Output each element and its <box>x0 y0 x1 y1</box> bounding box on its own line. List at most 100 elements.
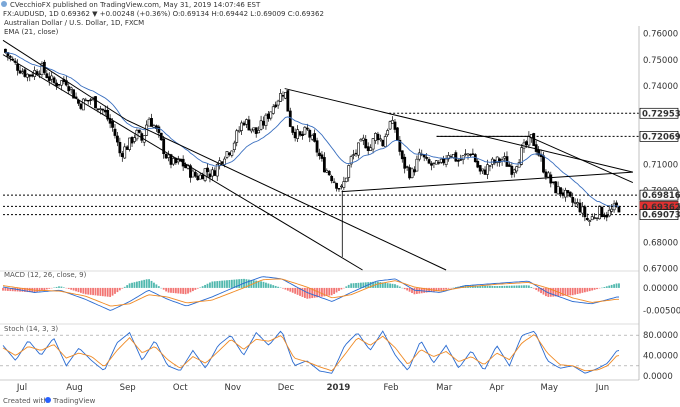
level-label: 0.72953 <box>642 109 680 119</box>
macd-histogram-bar <box>377 281 379 288</box>
macd-histogram-bar <box>187 287 189 294</box>
macd-histogram-bar <box>60 286 63 288</box>
macd-histogram-bar <box>474 285 477 288</box>
candle-body <box>45 73 49 78</box>
candle-body <box>254 127 258 134</box>
candle-body <box>262 120 265 126</box>
candle-body <box>598 205 601 220</box>
footer-created-with: Created with <box>3 397 48 405</box>
macd-histogram-bar <box>520 285 523 288</box>
macd-histogram-bar <box>230 279 233 288</box>
candle-body <box>120 153 124 157</box>
macd-histogram-bar <box>26 287 29 293</box>
macd-histogram-bar <box>364 282 367 288</box>
macd-histogram-bar <box>394 284 396 288</box>
macd-histogram-bar <box>265 282 267 288</box>
macd-histogram-bar <box>428 287 430 293</box>
macd-histogram-bar <box>55 286 58 288</box>
macd-histogram-bar <box>118 287 121 291</box>
macd-histogram-bar <box>398 286 401 288</box>
macd-histogram-bar <box>277 286 280 288</box>
macd-histogram-bar <box>196 287 199 289</box>
candle-body <box>503 156 506 159</box>
macd-histogram-bar <box>579 287 581 294</box>
candle-body <box>164 153 168 159</box>
candle-body <box>162 138 166 155</box>
macd-histogram-bar <box>87 287 90 295</box>
time-tick-label: May <box>540 383 558 393</box>
candle-body <box>240 122 243 131</box>
candle-body <box>583 206 587 218</box>
macd-histogram-bar <box>286 287 289 291</box>
candle-body <box>18 70 22 74</box>
level-tag <box>639 189 679 201</box>
candle-body <box>203 168 207 181</box>
candle-body <box>612 203 616 211</box>
candle-body <box>617 206 621 213</box>
macd-histogram-bar <box>408 287 411 292</box>
macd-histogram-bar <box>564 287 567 296</box>
macd-histogram-bar <box>153 282 155 288</box>
macd-histogram-bar <box>41 287 43 291</box>
macd-histogram-bar <box>218 280 221 288</box>
candle-body <box>274 104 278 108</box>
candle-body <box>578 202 582 213</box>
candle-body <box>308 129 312 138</box>
macd-histogram-bar <box>535 287 538 291</box>
macd-histogram-bar <box>6 287 9 291</box>
candle-body <box>439 158 443 163</box>
candle-body <box>152 125 156 128</box>
candle-body <box>471 153 475 155</box>
macd-histogram-bar <box>245 279 248 288</box>
macd-histogram-bar <box>282 287 284 289</box>
candle-body <box>413 169 416 173</box>
macd-histogram-bar <box>330 287 333 296</box>
candle-body <box>215 164 219 177</box>
macd-histogram-bar <box>114 287 116 294</box>
macd-histogram-bar <box>481 285 484 288</box>
candle-body <box>500 159 504 162</box>
macd-histogram-bar <box>11 287 14 292</box>
macd-histogram-bar <box>569 287 572 296</box>
macd-histogram-bar <box>476 285 479 288</box>
candle-body <box>30 74 34 77</box>
time-tick-label: Feb <box>383 383 398 393</box>
candle-body <box>388 121 392 130</box>
candle-body <box>425 157 429 159</box>
macd-histogram-bar <box>525 285 528 288</box>
candle-body <box>347 165 351 178</box>
macd-histogram-bar <box>9 287 12 292</box>
candle-body <box>52 77 56 83</box>
stoch-tick-label: 40.0000 <box>643 352 678 362</box>
macd-histogram-bar <box>291 287 294 293</box>
macd-histogram-bar <box>503 285 506 288</box>
macd-histogram-bar <box>128 283 131 288</box>
macd-histogram-bar <box>411 287 413 293</box>
macd-histogram-bar <box>316 287 318 298</box>
candle-body <box>563 189 567 198</box>
candle-body <box>405 166 409 168</box>
candle-body <box>590 216 594 221</box>
macd-histogram-bar <box>588 287 591 292</box>
candle-body <box>383 136 387 148</box>
candle-body <box>573 202 577 204</box>
macd-histogram-bar <box>440 287 443 291</box>
candle-body <box>544 171 548 178</box>
candle-body <box>232 142 236 151</box>
candle-body <box>35 71 39 75</box>
macd-histogram-bar <box>510 285 513 288</box>
macd-histogram-bar <box>333 287 336 294</box>
candle-body <box>86 99 90 102</box>
candle-body <box>478 165 482 172</box>
trendline <box>528 135 634 184</box>
price-tick-label: 0.75000 <box>643 56 678 66</box>
macd-histogram-bar <box>58 286 60 288</box>
macd-histogram-bar <box>157 286 160 288</box>
candle-body <box>89 99 93 101</box>
candle-body <box>512 169 516 173</box>
candle-body <box>585 217 589 220</box>
candle-body <box>342 181 346 188</box>
macd-histogram-bar <box>583 287 586 293</box>
candle-body <box>193 172 197 177</box>
macd-histogram-bar <box>325 287 328 296</box>
